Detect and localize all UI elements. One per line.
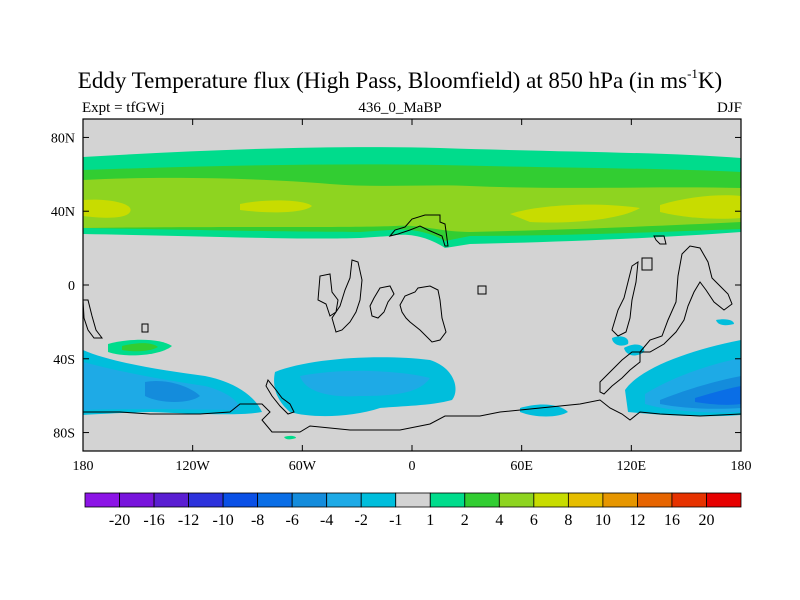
colorbar-bin: [119, 492, 155, 508]
flux-patch-nh-6-8-east: [660, 195, 741, 219]
colorbar-bin: [153, 492, 189, 508]
colorbar-label: -20: [109, 512, 130, 529]
coast-south-pacific-island: [82, 299, 103, 339]
coast-east-asia: [653, 235, 667, 245]
coast-small-island-west: [141, 323, 149, 333]
x-axis: 180 120W 60W 0 60E 120E 180: [73, 119, 752, 474]
coastlines: [82, 214, 742, 433]
flux-band-sh-atlantic-m4: [300, 370, 430, 397]
y-axis: 80N 40N 0 40S 80S: [51, 131, 741, 442]
colorbar-label: 10: [595, 512, 611, 529]
colorbar-label: -1: [389, 512, 402, 529]
colorbar-bin: [533, 492, 569, 508]
flux-patch-sh-neg-indonesia: [612, 336, 629, 346]
y-tick-label: 0: [68, 279, 75, 294]
coast-tropical-island: [477, 285, 487, 295]
colorbar-bin: [360, 492, 397, 508]
colorbar-bin: [671, 492, 707, 508]
coast-australia-south: [599, 351, 641, 395]
run-label: 436_0_MaBP: [358, 100, 442, 116]
colorbar-label: 1: [426, 512, 434, 529]
flux-patch-sh-pos-pacific-core: [122, 343, 158, 352]
flux-patch-sh-indian-m2: [520, 404, 568, 417]
colorbar-label: 12: [629, 512, 645, 529]
coast-asia-southeast: [611, 260, 639, 337]
x-tick-label: 0: [409, 459, 416, 474]
flux-patch-nh-6-8-asia: [510, 204, 640, 223]
coast-antarctica: [83, 399, 742, 433]
colorbar-bin: [637, 492, 673, 508]
colorbar-label: 20: [698, 512, 714, 529]
coast-antarctic-peninsula: [265, 378, 295, 415]
colorbar-bin: [257, 492, 293, 508]
flux-patch-nh-6-8-central: [240, 200, 312, 213]
colorbar-bin: [222, 492, 259, 508]
colorbar-label: 16: [664, 512, 680, 529]
y-tick-label: 40S: [53, 353, 75, 368]
colorbar-label: 2: [461, 512, 469, 529]
coast-africa-west: [399, 285, 447, 343]
colorbar: -20 -16 -12 -10 -8 -6 -4 -2 -1 1 2 4 6 8 10 12 16 20: [84, 492, 742, 529]
colorbar-bin: [188, 492, 224, 508]
colorbar-bin: [567, 492, 604, 508]
x-tick-label: 60W: [289, 459, 317, 474]
map-title: Eddy Temperature flux (High Pass, Bloomf…: [0, 66, 800, 94]
experiment-label: Expt = tfGWj: [82, 100, 165, 116]
flux-patch-sh-neg-coral: [624, 344, 645, 356]
coast-maritime-continent: [638, 245, 733, 353]
flux-patch-antarctic-pos: [284, 435, 296, 440]
flux-patch-sh-neg-nz: [716, 319, 734, 326]
colorbar-label: -12: [178, 512, 199, 529]
title-superscript: -1: [687, 66, 698, 81]
flux-patch-nh-6-8-west: [83, 199, 131, 218]
colorbar-bin: [395, 492, 431, 508]
colorbar-label: -8: [251, 512, 264, 529]
flux-patch-sh-australia-m8: [695, 386, 741, 405]
season-label: DJF: [716, 100, 742, 116]
x-tick-label: 180: [731, 459, 752, 474]
y-tick-label: 80N: [51, 131, 75, 146]
colorbar-bin: [429, 492, 466, 508]
colorbar-label: 6: [530, 512, 538, 529]
x-tick-label: 60E: [510, 459, 533, 474]
coast-south-america-west: [331, 259, 363, 333]
title-text: Eddy Temperature flux (High Pass, Bloomf…: [77, 68, 688, 93]
colorbar-bin: [326, 492, 362, 508]
title-unit-end: K): [697, 68, 723, 93]
x-tick-label: 120W: [176, 459, 211, 474]
colorbar-label: -6: [285, 512, 298, 529]
colorbar-label: -4: [320, 512, 333, 529]
coast-island-small-asia: [641, 257, 653, 271]
colorbar-bin: [706, 492, 742, 508]
colorbar-bin: [498, 492, 535, 508]
colorbar-label: -2: [355, 512, 368, 529]
colorbar-bin: [84, 492, 120, 508]
colorbar-label: -10: [212, 512, 233, 529]
coast-south-america-east: [369, 285, 395, 319]
colorbar-label: -16: [143, 512, 164, 529]
x-tick-label: 120E: [617, 459, 647, 474]
colorbar-bin: [291, 492, 328, 508]
coast-central-america: [317, 273, 339, 317]
colorbar-bin: [464, 492, 500, 508]
y-tick-label: 80S: [53, 427, 75, 442]
y-tick-label: 40N: [51, 205, 75, 220]
coast-north-africa-mediterranean: [388, 214, 449, 247]
colorbar-bin: [602, 492, 638, 508]
flux-patch-sh-pacific-m6: [145, 380, 200, 402]
map-panel: [82, 118, 742, 452]
x-tick-label: 180: [73, 459, 94, 474]
colorbar-label: 8: [564, 512, 572, 529]
colorbar-label: 4: [495, 512, 503, 529]
